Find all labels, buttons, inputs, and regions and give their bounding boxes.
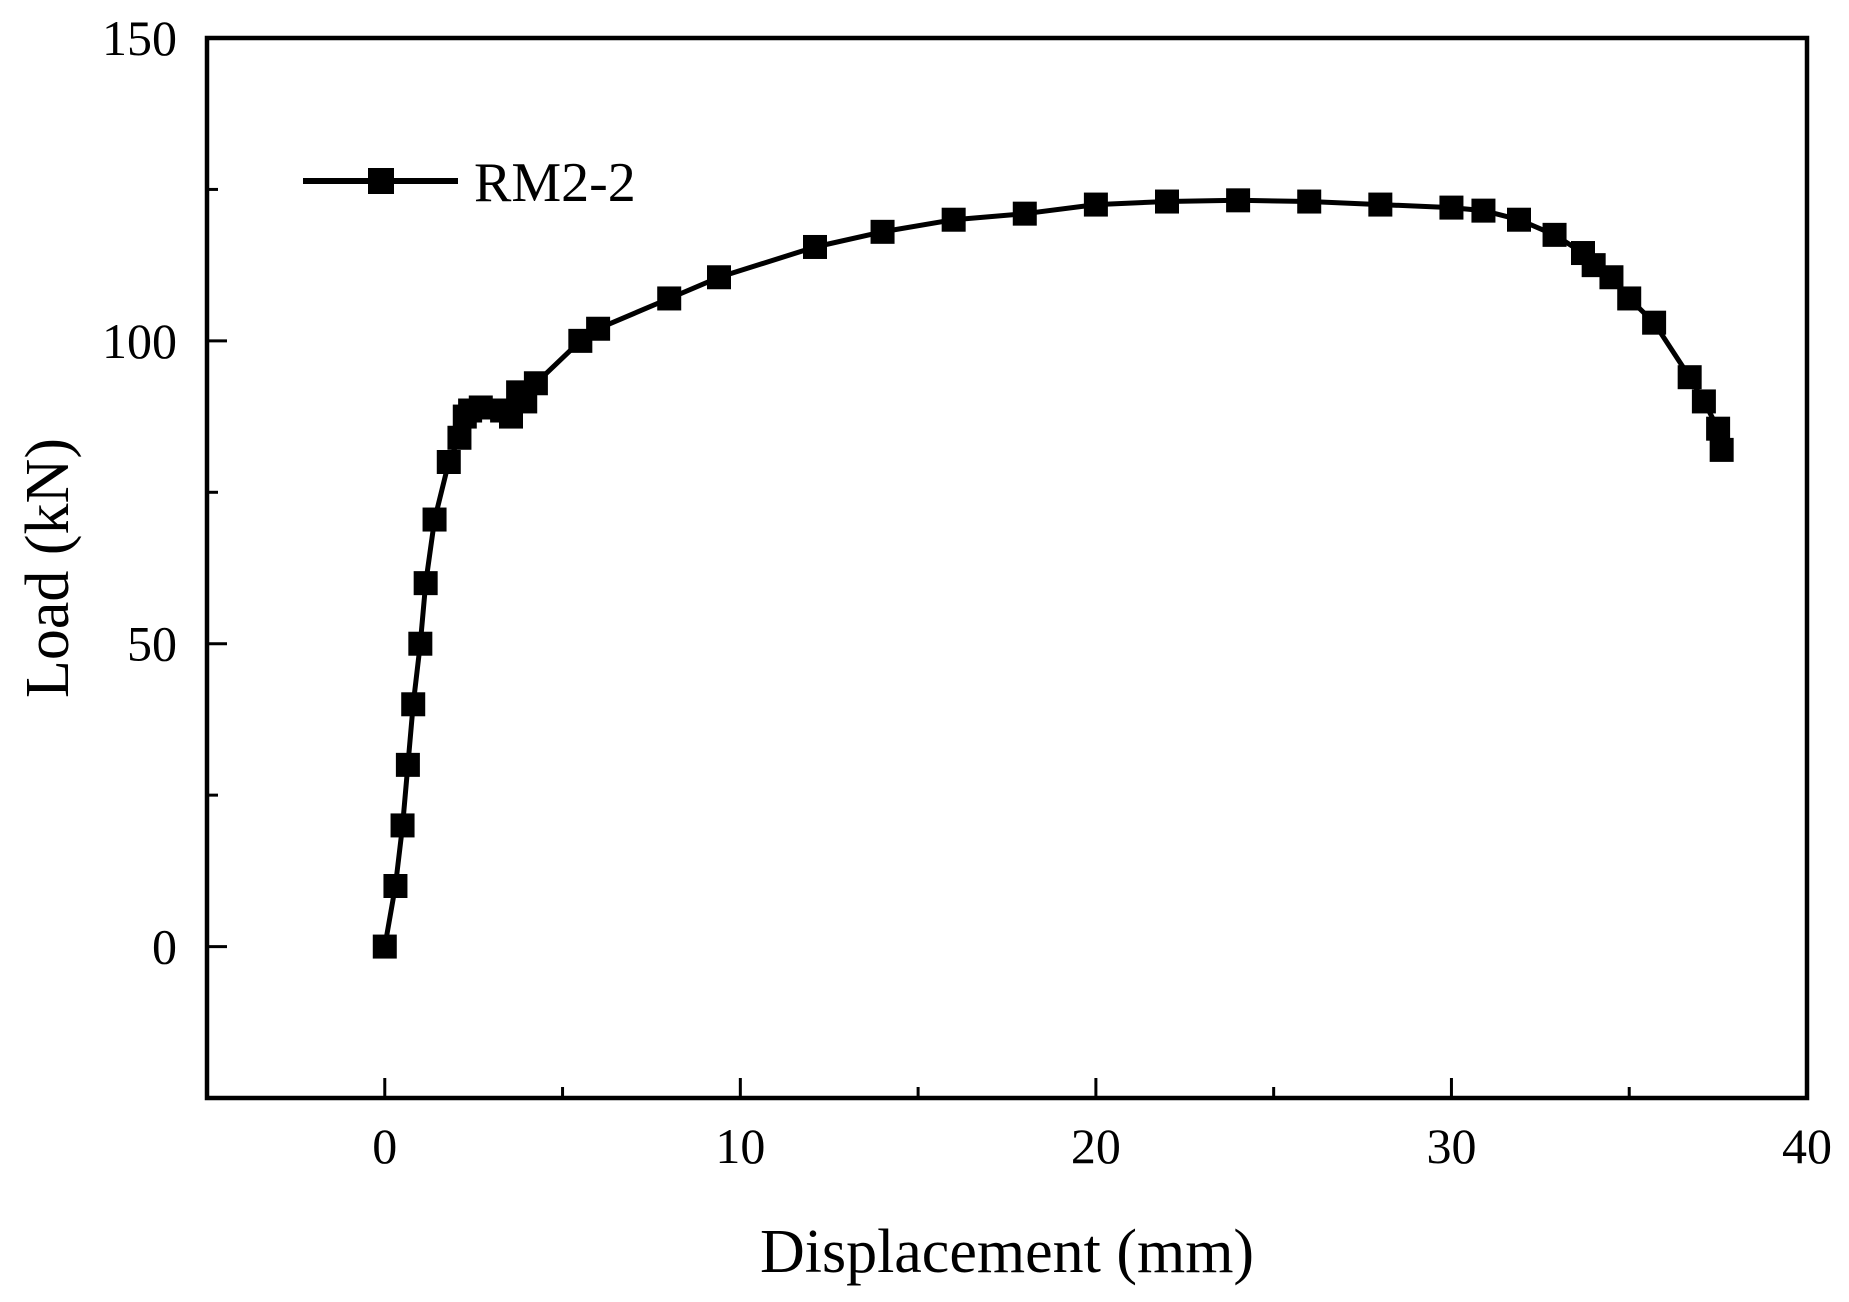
x-tick-label: 30: [1426, 1118, 1476, 1174]
data-point-marker: [1617, 286, 1642, 311]
data-point-marker: [1012, 201, 1037, 226]
x-tick-label: 0: [372, 1118, 397, 1174]
data-point-marker: [436, 450, 461, 474]
plot-frame: [204, 35, 1810, 1101]
data-point-marker: [372, 934, 397, 959]
axis-ticks: 0 10 20 30 40 0 50 100 150: [102, 10, 1832, 1174]
y-tick-label: 0: [152, 919, 177, 975]
data-point-marker: [707, 265, 731, 290]
y-tick-label: 100: [102, 313, 177, 369]
data-point-marker: [523, 371, 548, 396]
data-point-marker: [1542, 222, 1567, 247]
data-point-marker: [1226, 188, 1251, 213]
data-point-marker: [941, 207, 966, 232]
data-point-marker: [1471, 198, 1496, 223]
data-point-marker: [803, 234, 827, 259]
data-point-marker: [586, 316, 611, 341]
data-point-marker: [383, 874, 408, 898]
data-point-marker: [657, 286, 682, 311]
x-tick-label: 10: [715, 1118, 765, 1174]
data-point-marker: [422, 507, 447, 532]
data-point-marker: [1439, 195, 1464, 220]
data-point-marker: [1155, 189, 1179, 214]
data-point-marker: [390, 813, 415, 838]
y-axis-title: Load (kN): [14, 438, 82, 698]
data-point-marker: [1083, 192, 1108, 217]
data-point-marker: [1709, 437, 1734, 462]
data-point-marker: [395, 752, 420, 777]
data-point-marker: [1599, 265, 1624, 290]
data-point-marker: [1706, 416, 1731, 441]
data-point-marker: [1368, 192, 1393, 217]
legend-label: RM2-2: [474, 152, 636, 214]
data-point-marker: [401, 692, 426, 717]
data-point-marker: [870, 219, 895, 244]
legend: RM2-2: [303, 152, 636, 214]
legend-marker: [368, 168, 394, 194]
data-point-marker: [447, 425, 472, 450]
data-point-marker: [468, 395, 493, 420]
x-tick-label: 40: [1782, 1118, 1832, 1174]
data-point-marker: [413, 571, 438, 596]
data-point-marker: [408, 631, 433, 656]
data-point-marker: [1507, 207, 1531, 232]
x-tick-label: 20: [1071, 1118, 1121, 1174]
x-axis-title: Displacement (mm): [760, 1218, 1254, 1286]
data-point-marker: [1691, 389, 1716, 414]
data-point-marker: [1297, 189, 1322, 214]
series-line: [382, 197, 1725, 948]
y-tick-label: 50: [127, 616, 177, 672]
data-point-marker: [1677, 365, 1702, 390]
data-point-marker: [1642, 310, 1667, 335]
series-rm2-2: [372, 188, 1734, 959]
y-tick-label: 150: [102, 10, 177, 66]
